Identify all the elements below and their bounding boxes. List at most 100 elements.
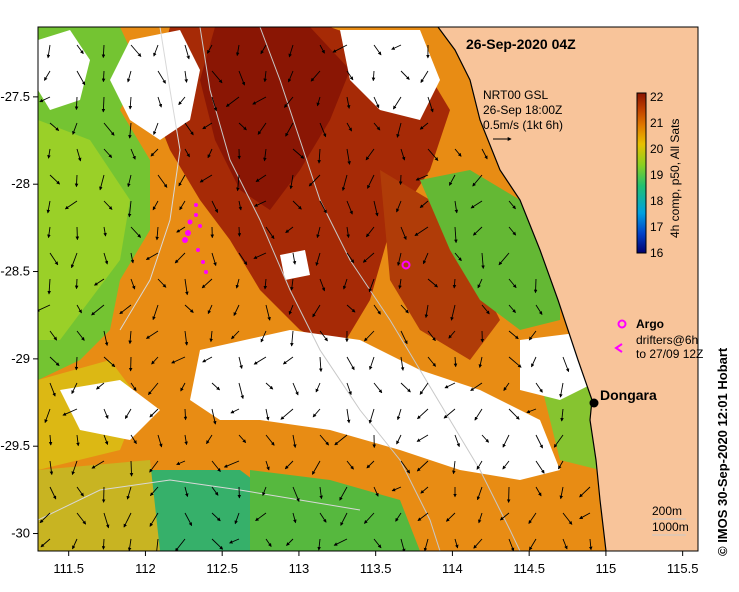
current-vector xyxy=(155,226,159,241)
current-vector xyxy=(292,512,297,524)
current-vector xyxy=(535,460,545,474)
current-vector xyxy=(559,486,564,500)
y-axis: -27.5 -28 -28.5 -29 -29.5 -30 xyxy=(0,89,38,541)
current-vector xyxy=(373,44,382,56)
current-vector xyxy=(526,408,537,414)
current-vector xyxy=(395,512,402,522)
current-vector xyxy=(419,122,429,130)
current-vector xyxy=(481,148,488,160)
current-vector xyxy=(171,356,186,364)
current-vector xyxy=(211,408,217,425)
current-vector xyxy=(292,148,305,159)
current-vector xyxy=(150,148,159,157)
current-vector xyxy=(207,304,213,315)
coastline xyxy=(437,27,607,551)
current-vector xyxy=(211,512,221,522)
current-vector xyxy=(363,512,375,524)
current-vector xyxy=(130,252,135,264)
current-vector xyxy=(236,174,240,192)
current-vector xyxy=(254,200,267,207)
current-vector xyxy=(292,252,297,265)
current-vector xyxy=(473,538,483,549)
current-vector xyxy=(560,408,564,422)
current-vector xyxy=(76,44,84,55)
current-vector xyxy=(346,200,353,215)
current-vector xyxy=(48,434,53,446)
current-vector xyxy=(365,148,375,161)
current-vector xyxy=(46,200,51,214)
current-vector xyxy=(422,252,429,265)
current-vector xyxy=(211,486,219,496)
current-vector xyxy=(427,96,434,113)
colorbar-tick-18: 18 xyxy=(650,194,664,208)
y-tick-label: -29.5 xyxy=(0,438,30,453)
current-vector xyxy=(400,70,410,80)
current-vector xyxy=(448,330,456,339)
current-vector xyxy=(223,460,240,468)
current-vector xyxy=(123,512,132,528)
current-vector xyxy=(427,330,436,342)
current-vector xyxy=(332,44,348,53)
current-vector xyxy=(452,278,457,289)
current-vector xyxy=(481,434,490,443)
current-vector xyxy=(180,382,186,392)
current-vector xyxy=(472,226,483,236)
current-vector xyxy=(535,486,542,497)
drifter-legend-icon xyxy=(614,343,623,353)
current-vector xyxy=(157,70,166,84)
current-vector xyxy=(400,382,411,393)
current-vector xyxy=(289,174,294,190)
y-tick-label: -27.5 xyxy=(0,89,30,104)
current-vector xyxy=(373,122,381,131)
current-vector xyxy=(238,200,243,211)
current-vector xyxy=(235,44,240,57)
current-vector xyxy=(588,538,593,551)
current-vector xyxy=(49,460,54,476)
current-vector xyxy=(290,278,294,291)
current-vector xyxy=(149,460,159,473)
current-vector xyxy=(38,304,51,312)
current-vector xyxy=(103,356,116,368)
current-vector xyxy=(366,460,375,469)
current-vector xyxy=(315,252,321,266)
current-vector xyxy=(184,278,189,296)
current-vector xyxy=(103,512,110,529)
isobath-200m xyxy=(259,27,521,551)
current-vector xyxy=(229,538,240,544)
current-vector xyxy=(145,330,159,339)
x-tick-label: 113 xyxy=(289,561,310,576)
current-vector xyxy=(478,356,483,368)
current-vector xyxy=(445,512,456,522)
current-vector xyxy=(47,278,51,295)
current-vector xyxy=(235,278,240,289)
current-vector xyxy=(263,148,267,162)
current-vector xyxy=(373,486,379,497)
current-vector xyxy=(454,148,462,157)
x-tick-label: 113.5 xyxy=(360,561,392,576)
current-vector xyxy=(265,226,275,240)
current-vector xyxy=(124,408,132,420)
current-vector xyxy=(70,252,78,269)
current-vector xyxy=(99,174,105,191)
current-vector xyxy=(184,304,194,313)
current-vector xyxy=(103,200,113,210)
current-vector xyxy=(238,122,247,131)
x-tick-label: 114.5 xyxy=(513,561,545,576)
current-vector xyxy=(76,512,87,525)
current-vector xyxy=(373,304,381,315)
current-vector xyxy=(76,486,84,497)
current-vector xyxy=(318,356,323,373)
current-vector xyxy=(371,70,376,82)
current-vector xyxy=(157,278,167,288)
current-vector xyxy=(368,408,375,424)
current-vector xyxy=(237,226,242,237)
current-vector xyxy=(400,304,409,314)
current-vector xyxy=(535,304,543,316)
current-vector xyxy=(419,382,429,395)
current-vector xyxy=(44,70,51,81)
current-vector xyxy=(427,356,436,367)
current-vector xyxy=(156,538,159,551)
current-vector xyxy=(558,460,564,470)
current-vector xyxy=(319,44,325,54)
current-vector xyxy=(528,330,537,341)
